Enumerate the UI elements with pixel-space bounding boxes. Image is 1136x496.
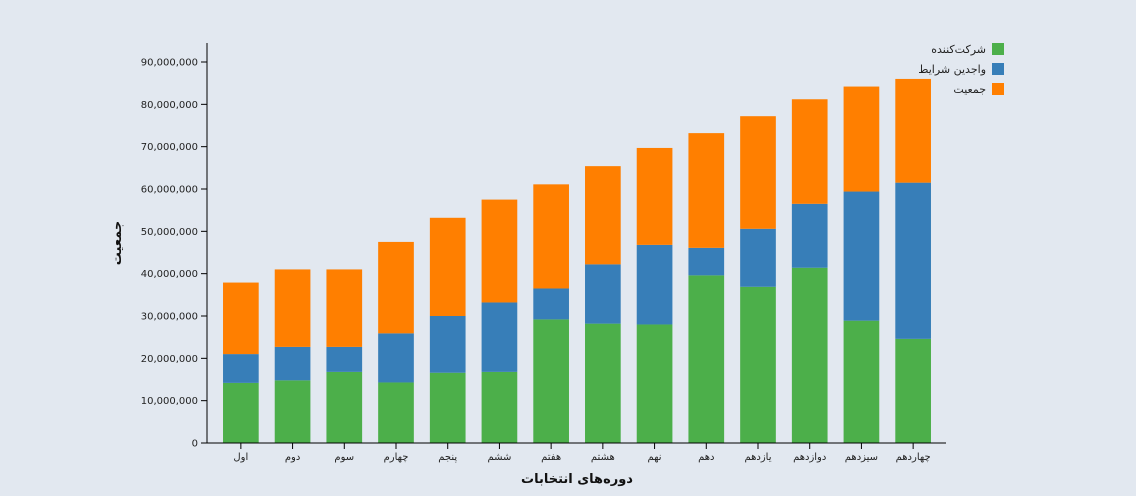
bar-segment: [274, 346, 311, 381]
bar-segment: [481, 199, 518, 303]
bar-segment: [274, 269, 311, 347]
bar-segment: [740, 286, 776, 443]
y-tick-label: 0: [192, 439, 198, 450]
bar-segment: [378, 241, 414, 334]
x-tick-label: دوازدهم: [793, 452, 826, 463]
bar-segment: [378, 333, 414, 383]
bar-segment: [740, 116, 776, 229]
y-tick-label: 10,000,000: [141, 396, 198, 407]
y-axis-title: جمعیت: [110, 221, 125, 266]
bar-segment: [688, 133, 725, 248]
y-tick-label: 30,000,000: [141, 312, 198, 323]
x-tick-label: یازدهم: [744, 452, 771, 463]
bar-segment: [223, 354, 259, 383]
bar-segment: [636, 324, 673, 443]
bar-segment: [429, 372, 466, 443]
x-tick-label: پنجم: [438, 452, 457, 463]
x-tick-label: هفتم: [541, 452, 561, 463]
bar-segment: [223, 382, 259, 443]
axes: [206, 43, 946, 444]
bar-segment: [895, 338, 931, 443]
bar-segment: [585, 323, 621, 443]
x-tick-label: اول: [233, 452, 248, 463]
bar-segment: [326, 269, 363, 347]
y-tick-label: 50,000,000: [141, 227, 198, 238]
bar-segment: [481, 371, 518, 443]
bar-segment: [223, 282, 259, 355]
bar-segment: [895, 78, 931, 183]
bar-segment: [429, 217, 466, 316]
y-tick-label: 90,000,000: [141, 58, 198, 69]
y-ticks: 0 10,000,000 20,000,000 30,000,000 40,000,00…: [141, 58, 207, 450]
bar-segment: [740, 228, 776, 287]
bar-segment: [791, 203, 828, 268]
bar-segment: [791, 267, 828, 443]
x-tick-label: سیزدهم: [845, 452, 878, 463]
bar-segment: [636, 244, 673, 325]
bar-segment: [843, 191, 880, 321]
x-axis-title: دوره‌های انتخابات: [521, 472, 633, 487]
x-tick-label: چهارم: [384, 452, 409, 463]
bar-segment: [791, 99, 828, 204]
bar-segment: [688, 275, 725, 443]
x-tick-label: سوم: [334, 452, 354, 463]
x-tick-label: هشتم: [591, 452, 615, 463]
bar-segment: [533, 184, 569, 289]
bar-segment: [585, 166, 621, 265]
bar-segment: [533, 319, 569, 443]
bar-segment: [843, 320, 880, 443]
legend-label: شرکت‌کننده: [931, 43, 986, 56]
bar-segment: [636, 147, 673, 245]
x-ticks: اول دوم سوم چهارم پنجم ششم هفتم هشتم نهم دهم یازده…: [233, 443, 931, 463]
bar-segment: [843, 86, 880, 192]
y-tick-label: 80,000,000: [141, 100, 198, 111]
x-tick-label: نهم: [648, 452, 662, 463]
bar-segment: [585, 264, 621, 324]
legend-swatch: [992, 83, 1004, 95]
y-tick-label: 60,000,000: [141, 185, 198, 196]
y-tick-label: 20,000,000: [141, 354, 198, 365]
bar-segment: [429, 316, 466, 373]
bars: [223, 78, 931, 443]
bar-segment: [533, 288, 569, 320]
x-tick-label: ششم: [487, 452, 511, 463]
bar-segment: [688, 247, 725, 276]
legend-swatch: [992, 63, 1004, 75]
bar-segment: [326, 371, 363, 443]
legend: شرکت‌کننده واجدین شرایط جمعیت: [918, 43, 1004, 96]
legend-label: واجدین شرایط: [918, 63, 986, 76]
x-tick-label: دهم: [698, 452, 714, 463]
bar-segment: [274, 380, 311, 443]
x-tick-label: چهاردهم: [896, 452, 931, 463]
legend-swatch: [992, 43, 1004, 55]
y-tick-label: 70,000,000: [141, 142, 198, 153]
bar-segment: [378, 382, 414, 443]
bar-segment: [326, 346, 363, 372]
bar-segment: [895, 182, 931, 339]
legend-label: جمعیت: [953, 83, 986, 96]
y-tick-label: 40,000,000: [141, 269, 198, 280]
bar-segment: [481, 302, 518, 372]
x-tick-label: دوم: [285, 452, 300, 463]
